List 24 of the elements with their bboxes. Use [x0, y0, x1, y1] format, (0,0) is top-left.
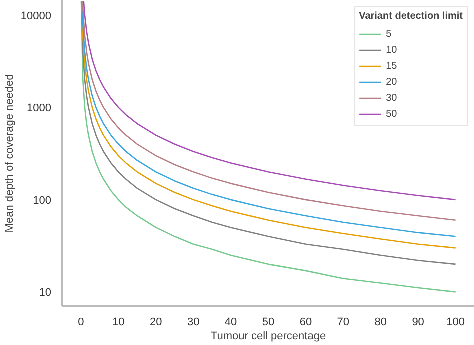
- x-tick-label: 70: [337, 316, 350, 328]
- y-axis-title: Mean depth of coverage needed: [4, 74, 16, 233]
- x-tick-label: 50: [262, 316, 275, 328]
- legend-label: 50: [386, 108, 398, 121]
- x-tick-label: 100: [446, 316, 465, 328]
- x-tick-label: 40: [224, 316, 238, 328]
- x-tick-label: 60: [300, 316, 312, 328]
- x-tick-label: 20: [150, 316, 162, 328]
- legend-label: 30: [386, 92, 398, 105]
- y-tick-label: 100: [33, 194, 52, 207]
- legend-label: 5: [386, 28, 393, 41]
- y-tick-label: 1000: [27, 102, 52, 115]
- y-tick-label: 10000: [20, 10, 52, 22]
- x-axis-title: Tumour cell percentage: [210, 330, 326, 342]
- x-tick-label: 80: [374, 316, 387, 328]
- x-tick-label: 0: [78, 316, 84, 328]
- legend-label: 20: [386, 76, 398, 89]
- legend-title: Variant detection limit: [359, 11, 463, 22]
- legend-label: 10: [386, 44, 398, 57]
- x-tick-label: 90: [412, 316, 424, 328]
- x-tick-label: 10: [112, 316, 125, 328]
- x-tick-label: 30: [187, 316, 200, 328]
- y-tick-label: 10: [39, 287, 52, 300]
- legend-label: 15: [386, 60, 398, 73]
